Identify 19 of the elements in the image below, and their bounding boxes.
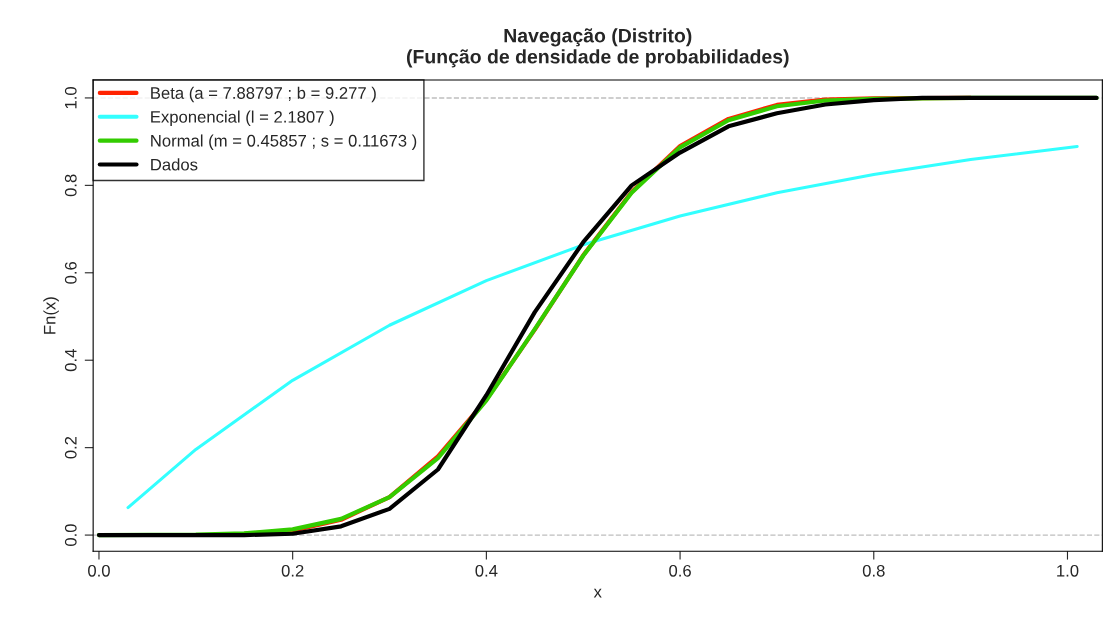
y-tick-label: 0.6 [64, 261, 77, 284]
legend-label: Normal (m = 0.45857 ; s = 0.11673 ) [151, 134, 417, 150]
chart-title: Navegação (Distrito) (Função de densidade de probabilidades) [406, 28, 789, 68]
y-tick-label: 0.4 [64, 349, 77, 372]
x-tick-label: 0.0 [88, 564, 110, 577]
x-tick-label: 0.8 [862, 564, 885, 577]
x-axis-title: x [593, 588, 602, 598]
y-tick-label: 0.0 [64, 524, 77, 547]
y-axis-title: Fn(x) [43, 297, 59, 334]
y-tick-label: 0.2 [64, 436, 77, 459]
legend-label: Exponencial (l = 2.1807 ) [151, 110, 334, 127]
x-tick-label: 0.2 [281, 564, 304, 577]
x-tick-label: 0.4 [475, 564, 498, 577]
legend-label: Beta (a = 7.88797 ; b = 9.277 ) [151, 86, 376, 103]
y-tick-label: 0.8 [64, 174, 77, 197]
y-tick-label: 1.0 [64, 87, 77, 109]
legend-label: Dados [151, 158, 198, 171]
x-tick-label: 0.6 [669, 564, 691, 577]
x-tick-label: 1.0 [1057, 564, 1079, 577]
